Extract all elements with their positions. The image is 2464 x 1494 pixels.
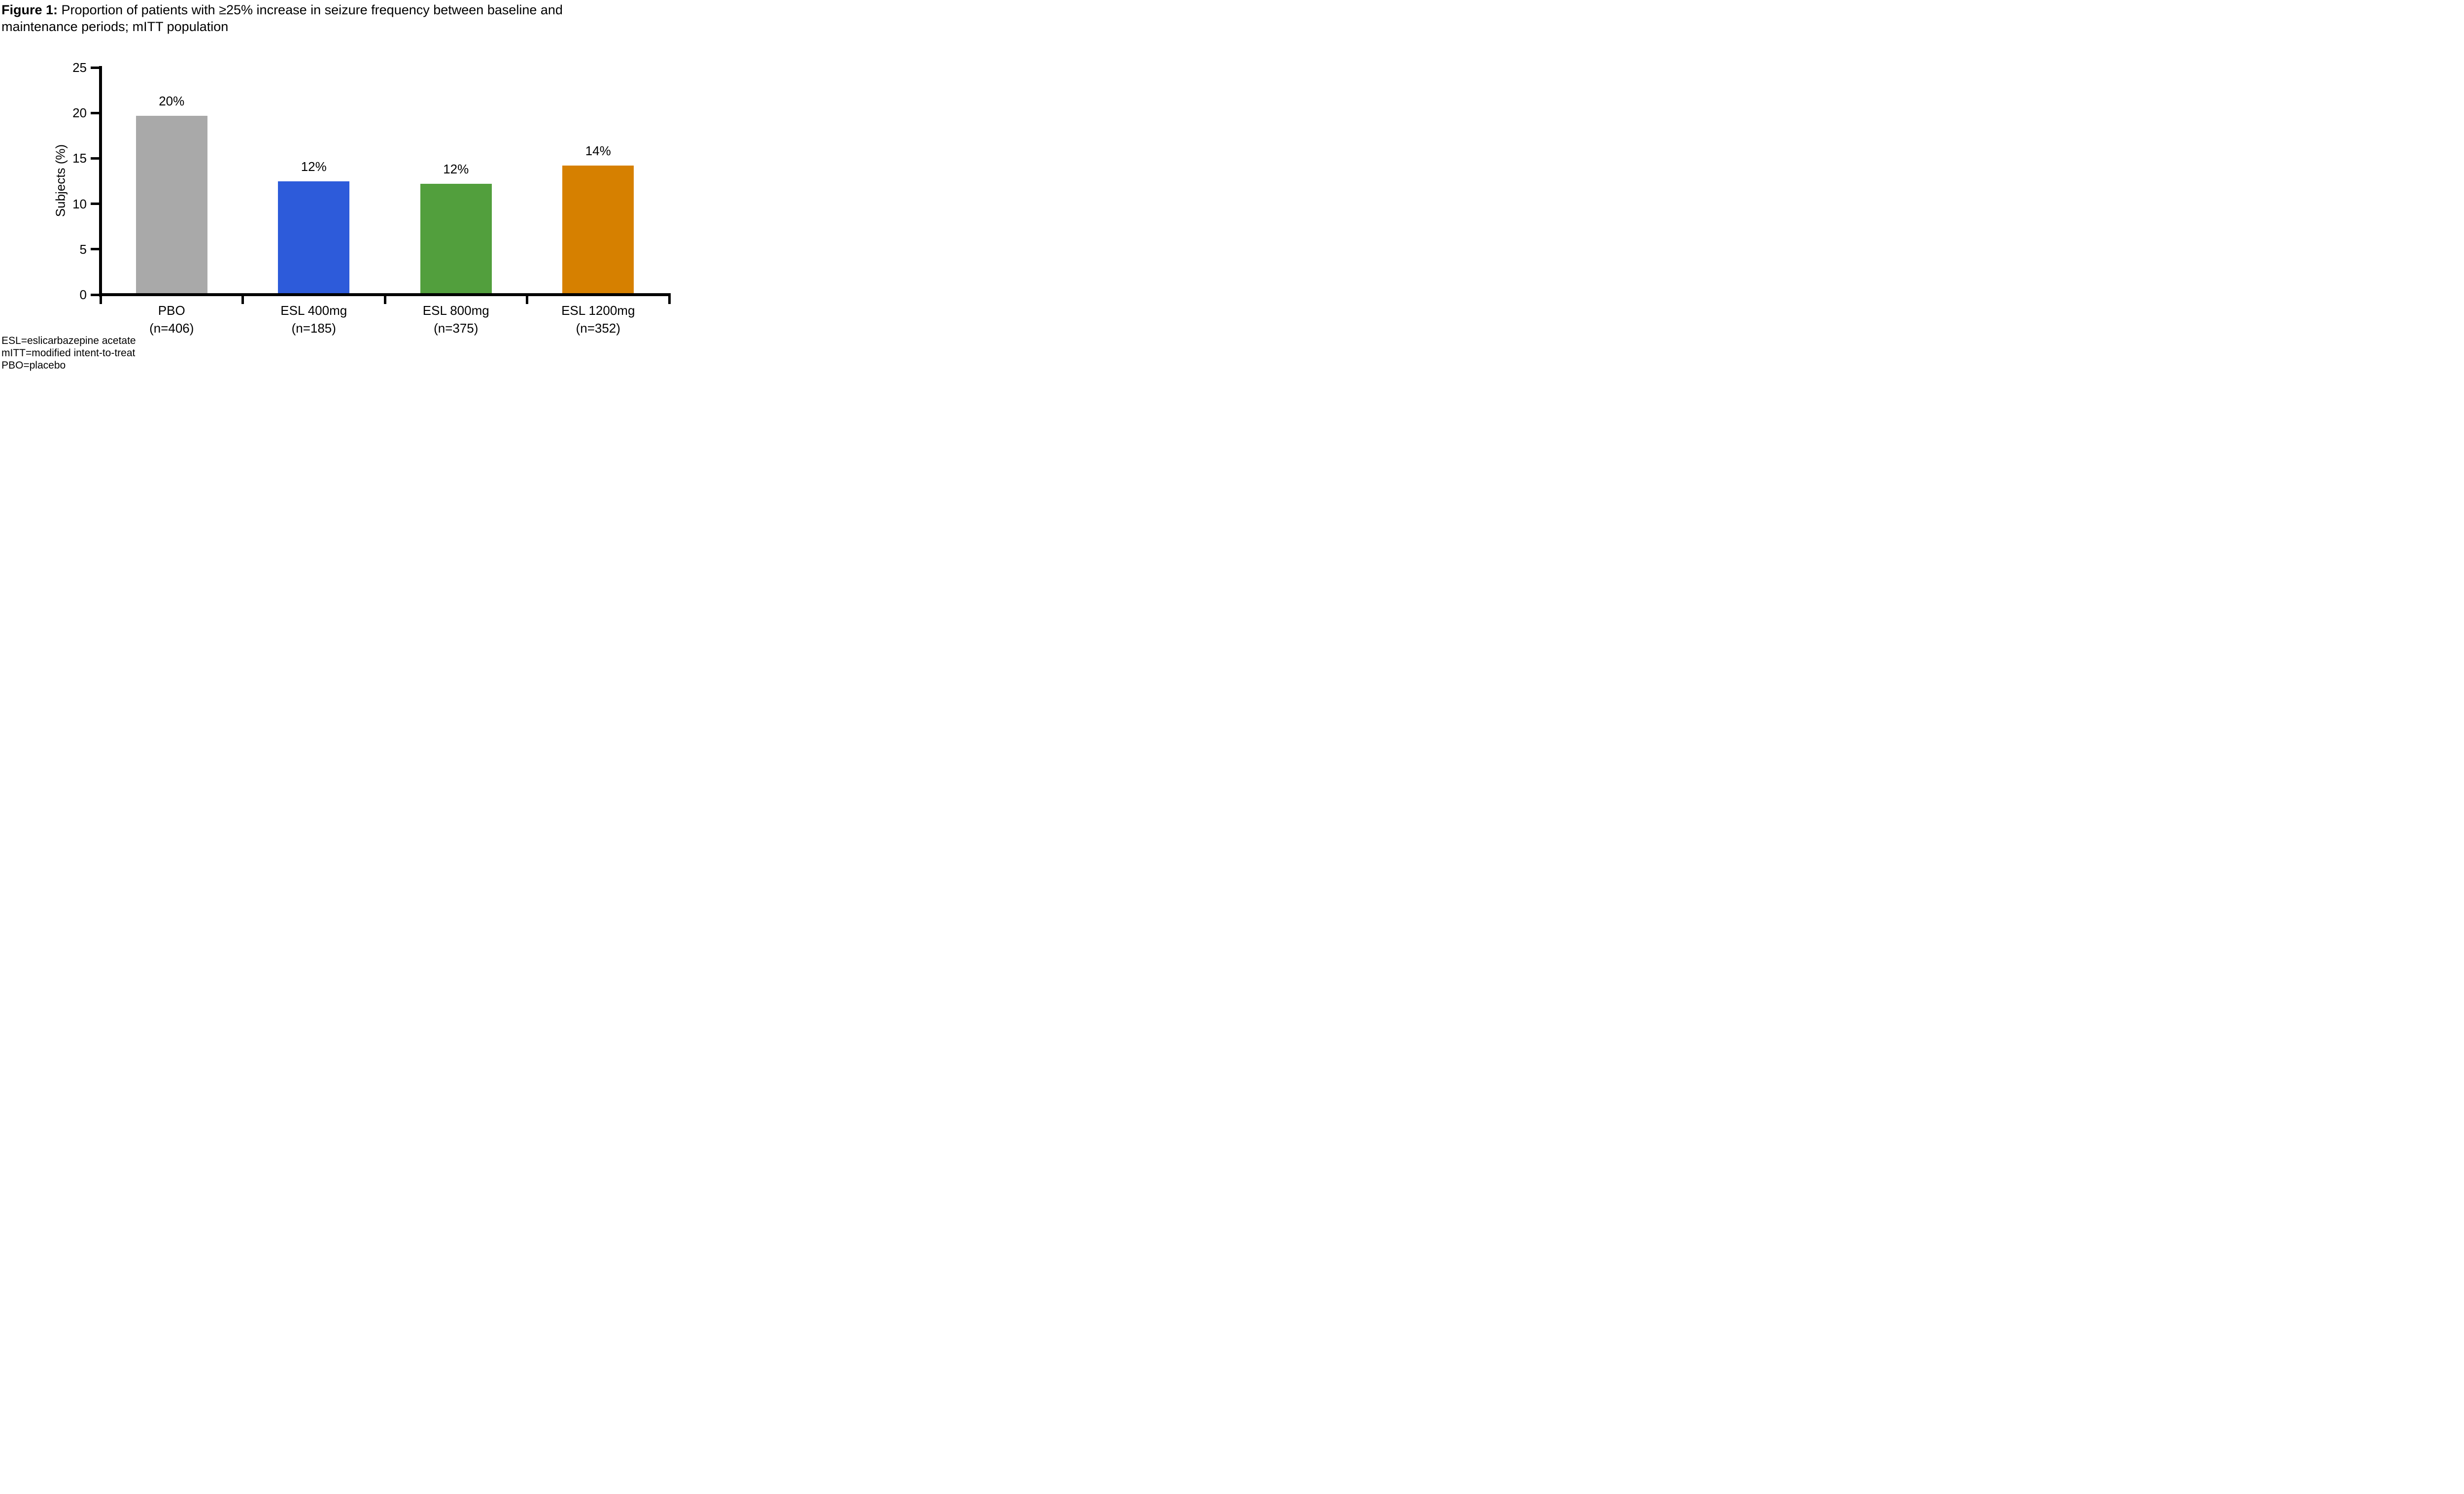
bar-value-label: 20%	[159, 93, 185, 108]
figure-title-prefix: Figure 1:	[1, 2, 58, 17]
y-tick-label: 20	[72, 105, 87, 121]
y-axis-tick	[91, 111, 101, 114]
footnote-esl: ESL=eslicarbazepine acetate	[1, 335, 136, 346]
bar-value-label: 12%	[301, 159, 327, 174]
footnote-mitt: mITT=modified intent-to-treat	[1, 347, 136, 359]
category-label: ESL 1200mg (n=352)	[527, 302, 669, 337]
y-axis-tick	[91, 293, 101, 296]
category-n-count: (n=185)	[291, 321, 336, 336]
bar-pbo	[136, 115, 207, 295]
category-name: ESL 800mg	[422, 303, 489, 318]
bar-esl-1200mg	[562, 166, 634, 295]
x-axis-tick	[241, 296, 244, 304]
footnote-pbo: PBO=placebo	[1, 360, 66, 371]
x-axis-tick	[526, 296, 528, 304]
figure-title-line2: maintenance periods; mITT population	[1, 19, 229, 34]
category-n-count: (n=375)	[434, 321, 479, 336]
bar-esl-400mg	[278, 181, 350, 295]
x-axis-tick	[668, 296, 671, 304]
y-tick-label: 25	[72, 60, 87, 75]
x-axis-line	[99, 293, 671, 296]
y-axis-tick	[91, 66, 101, 69]
bar-value-label: 12%	[443, 162, 469, 177]
bar-value-label: 14%	[585, 143, 611, 159]
y-axis-title: Subjects (%)	[53, 144, 68, 217]
y-tick-label: 0	[79, 287, 87, 302]
y-axis-tick	[91, 157, 101, 160]
category-label: ESL 400mg (n=185)	[243, 302, 385, 337]
y-tick-label: 15	[72, 151, 87, 166]
y-tick-label: 10	[72, 196, 87, 211]
category-name: ESL 1200mg	[561, 303, 635, 318]
category-name: ESL 400mg	[280, 303, 347, 318]
x-axis-tick	[99, 296, 102, 304]
y-axis-line	[99, 66, 102, 297]
y-axis-tick	[91, 203, 101, 205]
figure-title-line1: Figure 1: Proportion of patients with ≥2…	[1, 1, 563, 18]
category-n-count: (n=406)	[149, 321, 194, 336]
figure-title-text: Proportion of patients with ≥25% increas…	[58, 2, 563, 17]
category-label: PBO (n=406)	[101, 302, 242, 337]
category-name: PBO	[158, 303, 185, 318]
category-n-count: (n=352)	[576, 321, 620, 336]
figure-1-bar-chart: Figure 1: Proportion of patients with ≥2…	[0, 0, 693, 374]
y-axis-tick	[91, 248, 101, 251]
bar-esl-800mg	[420, 184, 492, 295]
category-label: ESL 800mg (n=375)	[385, 302, 527, 337]
x-axis-tick	[383, 296, 386, 304]
y-tick-label: 5	[79, 241, 87, 257]
